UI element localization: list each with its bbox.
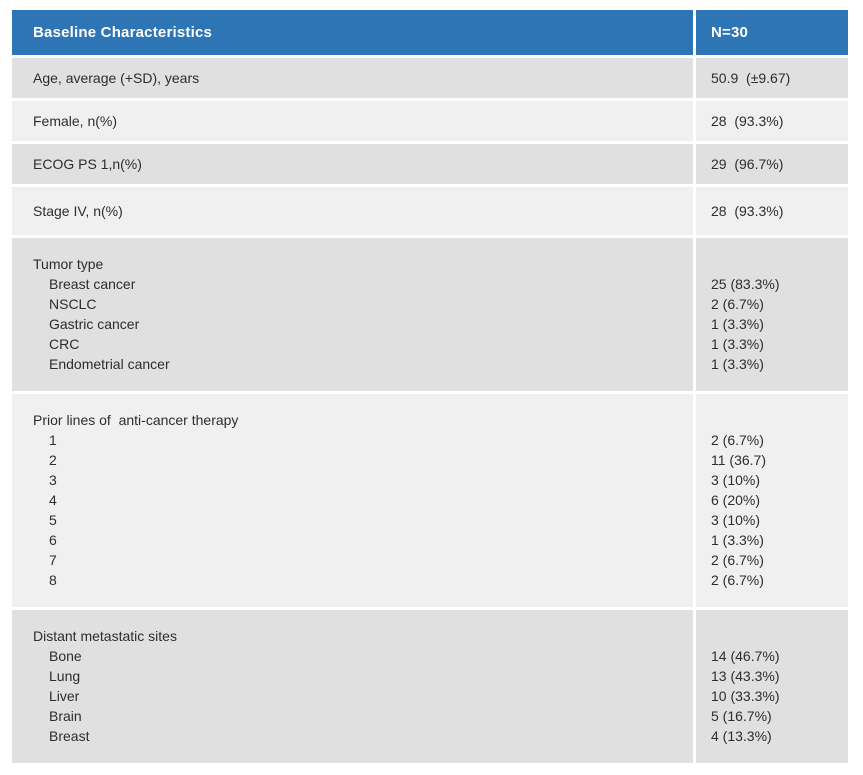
group-item-value: 2 (6.7%)	[711, 552, 764, 568]
table-row-prior-lines: Prior lines of anti-cancer therapy 1 2 3…	[12, 394, 848, 607]
group-item-value: 6 (20%)	[711, 492, 761, 508]
group-item-label: Endometrial cancer	[49, 356, 170, 372]
row-value: 28 (93.3%)	[711, 113, 784, 129]
baseline-characteristics-table: Baseline Characteristics N=30 Age, avera…	[12, 10, 848, 763]
row-label: Stage IV, n(%)	[12, 187, 696, 235]
group-item-value: 14 (46.7%)	[711, 648, 780, 664]
table-row-ecog: ECOG PS 1,n(%) 29 (96.7%)	[12, 144, 848, 184]
group-item-label: Breast cancer	[49, 276, 136, 292]
table-row-metastatic-sites: Distant metastatic sites Bone Lung Liver…	[12, 610, 848, 763]
row-value: 28 (93.3%)	[711, 203, 784, 219]
group-item-value: 11 (36.7)	[711, 452, 766, 468]
group-item-value: 2 (6.7%)	[711, 432, 764, 448]
group-item-label: NSCLC	[49, 296, 97, 312]
group-item-label: 6	[49, 532, 57, 548]
group-item-label: 4	[49, 492, 57, 508]
table-header-title: Baseline Characteristics	[12, 10, 696, 55]
group-item-label: 3	[49, 472, 57, 488]
group-item-label: Bone	[49, 648, 82, 664]
group-item-value: 13 (43.3%)	[711, 668, 780, 684]
row-label: Age, average (+SD), years	[12, 58, 696, 98]
group-item-value: 4 (13.3%)	[711, 728, 772, 744]
table-row-stage: Stage IV, n(%) 28 (93.3%)	[12, 187, 848, 235]
table-header-n: N=30	[711, 24, 749, 41]
group-item-value: 2 (6.7%)	[711, 296, 764, 312]
group-item-label: Breast	[49, 728, 90, 744]
group-item-label: Gastric cancer	[49, 316, 140, 332]
group-item-label: Lung	[49, 668, 81, 684]
group-item-value: 25 (83.3%)	[711, 276, 780, 292]
group-value-spacer	[711, 254, 848, 274]
group-item-value: 1 (3.3%)	[711, 356, 764, 372]
group-item-value: 10 (33.3%)	[711, 688, 780, 704]
group-item-label: CRC	[49, 336, 80, 352]
group-item-value: 3 (10%)	[711, 512, 761, 528]
table-header-row: Baseline Characteristics N=30	[12, 10, 848, 55]
group-item-value: 1 (3.3%)	[711, 316, 764, 332]
group-item-label: Liver	[49, 688, 80, 704]
group-item-value: 2 (6.7%)	[711, 572, 764, 588]
group-value-spacer	[711, 410, 848, 430]
group-label: Distant metastatic sites	[33, 628, 177, 644]
group-label: Prior lines of anti-cancer therapy	[33, 412, 239, 428]
group-item-label: 5	[49, 512, 57, 528]
group-item-label: 7	[49, 552, 57, 568]
group-item-value: 1 (3.3%)	[711, 336, 764, 352]
group-item-label: Brain	[49, 708, 82, 724]
row-label: Female, n(%)	[12, 101, 696, 141]
table-row-age: Age, average (+SD), years 50.9 (±9.67)	[12, 58, 848, 98]
group-item-value: 3 (10%)	[711, 472, 761, 488]
group-value-spacer	[711, 626, 848, 646]
row-label: ECOG PS 1,n(%)	[12, 144, 696, 184]
group-item-value: 1 (3.3%)	[711, 532, 764, 548]
group-item-label: 8	[49, 572, 57, 588]
table-row-female: Female, n(%) 28 (93.3%)	[12, 101, 848, 141]
table-row-tumor-type: Tumor type Breast cancer NSCLC Gastric c…	[12, 238, 848, 391]
group-label: Tumor type	[33, 256, 104, 272]
group-item-label: 1	[49, 432, 57, 448]
row-value: 50.9 (±9.67)	[711, 70, 791, 86]
group-item-label: 2	[49, 452, 57, 468]
group-item-value: 5 (16.7%)	[711, 708, 772, 724]
row-value: 29 (96.7%)	[711, 156, 784, 172]
